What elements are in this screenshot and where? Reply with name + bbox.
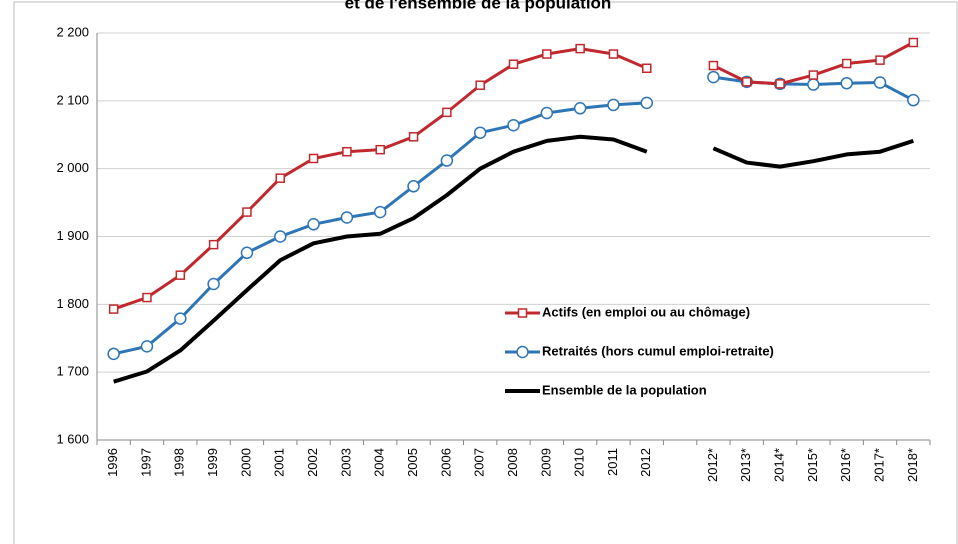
- x-tick-label: 2006: [438, 448, 453, 477]
- marker: [908, 37, 919, 48]
- y-tick-label: 1 700: [56, 364, 89, 379]
- marker: [807, 78, 820, 91]
- marker: [307, 218, 320, 231]
- marker: [208, 239, 219, 250]
- x-tick-label: 2007: [472, 448, 487, 477]
- marker: [407, 180, 420, 193]
- x-tick-label: 2009: [538, 448, 553, 477]
- marker: [342, 146, 352, 157]
- x-tick-label: 2004: [372, 448, 387, 477]
- y-tick-label: 2 000: [56, 160, 89, 175]
- marker: [108, 304, 119, 314]
- y-tick-label: 1 600: [56, 431, 89, 446]
- marker: [775, 79, 785, 89]
- x-tick-label: 2014*: [771, 448, 786, 482]
- marker: [274, 230, 287, 243]
- marker: [107, 347, 120, 361]
- x-tick-label: 1998: [172, 448, 187, 477]
- y-tick-label: 2 200: [56, 24, 89, 39]
- marker: [475, 80, 485, 90]
- y-tick-label: 1 800: [56, 296, 89, 311]
- marker: [707, 70, 720, 84]
- marker: [408, 132, 419, 142]
- marker: [540, 106, 554, 120]
- legend-item: Retraités (hors cumul emploi-retraite): [505, 343, 774, 358]
- series: [107, 70, 920, 361]
- x-tick-label: 2002: [305, 448, 320, 477]
- marker: [608, 49, 619, 59]
- legend-marker: [516, 345, 529, 359]
- marker: [240, 246, 254, 260]
- marker: [373, 205, 387, 219]
- y-tick-label: 1 900: [56, 228, 89, 243]
- x-tick-label: 2000: [238, 448, 253, 477]
- marker: [375, 144, 385, 155]
- x-tick-label: 1996: [105, 448, 120, 477]
- marker: [640, 96, 654, 110]
- marker: [873, 76, 887, 89]
- marker: [508, 59, 519, 69]
- legend-label: Retraités (hors cumul emploi-retraite): [542, 343, 774, 358]
- marker: [875, 55, 885, 65]
- x-tick-label: 2013*: [738, 448, 753, 482]
- x-tick-label: 2008: [505, 448, 520, 477]
- series: [108, 37, 919, 314]
- marker: [140, 340, 154, 353]
- marker: [607, 98, 620, 112]
- line: [113, 41, 915, 311]
- marker: [142, 292, 152, 303]
- x-tick-label: 2017*: [871, 448, 886, 482]
- x-tick-label: 2005: [405, 448, 420, 477]
- marker: [440, 154, 454, 167]
- legend-item: Actifs (en emploi ou au chômage): [505, 304, 750, 319]
- marker: [507, 119, 520, 132]
- marker: [207, 277, 220, 291]
- marker: [442, 107, 452, 118]
- x-tick-label: 2018*: [905, 448, 920, 482]
- marker: [174, 312, 187, 325]
- x-tick-label: 1999: [205, 448, 220, 477]
- marker: [473, 126, 487, 139]
- frame: [13, 1, 958, 544]
- y-tick-label: 2 100: [56, 92, 89, 107]
- x-tick-label: 2012: [638, 448, 653, 477]
- marker: [573, 102, 587, 115]
- marker: [642, 63, 652, 74]
- marker: [808, 70, 819, 80]
- marker: [907, 93, 920, 107]
- x-tick-label: 2016*: [838, 448, 853, 482]
- marker: [741, 77, 752, 87]
- x-tick-label: 1997: [138, 448, 153, 477]
- x-tick-label: 2003: [338, 448, 353, 477]
- x-tick-label: 2001: [272, 448, 287, 477]
- marker: [840, 76, 853, 90]
- x-tick-label: 2010: [572, 448, 587, 477]
- legend-label: Actifs (en emploi ou au chômage): [542, 304, 750, 319]
- legend-item: Ensemble de la population: [505, 382, 707, 397]
- marker: [242, 207, 252, 217]
- series: [113, 134, 914, 384]
- marker: [308, 153, 319, 164]
- line: [113, 134, 914, 384]
- x-tick-label: 2011: [605, 448, 620, 476]
- legend-label: Ensemble de la population: [542, 382, 707, 397]
- marker: [542, 49, 552, 59]
- x-tick-label: 2012*: [705, 448, 720, 482]
- marker: [708, 60, 719, 71]
- x-tick-label: 2015*: [805, 448, 820, 482]
- legend-marker: [517, 308, 528, 318]
- marker: [275, 173, 286, 183]
- chart-title: et de l'ensemble de la population: [345, 0, 612, 12]
- marker: [575, 43, 585, 54]
- marker: [841, 58, 852, 69]
- marker: [340, 211, 354, 224]
- marker: [175, 270, 186, 280]
